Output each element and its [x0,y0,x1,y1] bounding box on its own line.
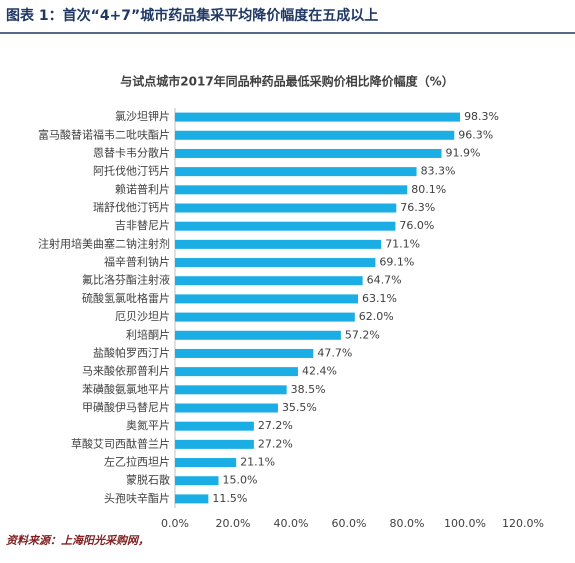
bar [175,385,287,395]
value-label: 38.5% [291,383,326,396]
y-tick-label: 赖诺普利片 [115,182,170,196]
x-tick-label: 120.0% [502,517,544,530]
value-label: 76.0% [399,219,434,232]
bar [175,130,455,140]
value-label: 57.2% [345,328,380,341]
value-label: 27.2% [258,419,293,432]
bar [175,148,442,158]
x-tick-label: 60.0% [332,517,367,530]
value-label: 27.2% [258,437,293,450]
value-label: 69.1% [379,256,414,269]
y-tick-label: 阿托伐他汀钙片 [93,164,170,178]
bar [175,203,397,213]
bar [175,167,417,177]
bar [175,421,254,431]
x-tick-label: 20.0% [216,517,251,530]
y-tick-label: 甲磺酸伊马替尼片 [82,400,170,414]
figure-title: 图表 1：首次“4+7”城市药品集采平均降价幅度在五成以上 [6,7,378,24]
value-label: 42.4% [302,365,337,378]
y-tick-label: 厄贝沙坦片 [115,309,170,323]
y-tick-label: 氯沙坦钾片 [115,109,170,123]
source-note: 资料来源：上海阳光采购网， [6,534,149,547]
bar [175,367,298,377]
bar [175,348,314,358]
y-tick-label: 草酸艾司西酞普兰片 [71,436,170,450]
y-tick-label: 盐酸帕罗西汀片 [93,345,170,359]
y-tick-label: 福辛普利钠片 [104,255,170,269]
bar [175,476,219,486]
y-tick-label: 头孢呋辛酯片 [104,491,170,505]
value-label: 98.3% [464,110,499,123]
bar [175,112,461,122]
bar [175,294,358,304]
bar [175,330,341,340]
value-label: 47.7% [317,346,352,359]
bar [175,494,209,504]
y-tick-label: 富马酸替诺福韦二吡呋酯片 [38,127,170,141]
y-tick-label: 恩替卡韦分散片 [93,145,170,159]
value-label: 91.9% [446,146,481,159]
bar [175,439,254,449]
y-tick-label: 马来酸依那普利片 [82,364,170,378]
y-tick-label: 氟比洛芬酯注射液 [82,273,170,287]
value-label: 35.5% [282,401,317,414]
value-label: 76.3% [400,201,435,214]
y-tick-label: 蒙脱石散 [126,473,170,487]
value-label: 96.3% [458,128,493,141]
value-label: 62.0% [359,310,394,323]
y-tick-label: 硫酸氢氯吡格雷片 [82,291,170,305]
value-label: 71.1% [385,237,420,250]
value-label: 80.1% [411,183,446,196]
value-label: 15.0% [223,474,258,487]
y-tick-label: 吉非替尼片 [115,218,170,232]
chart-title: 与试点城市2017年同品种药品最低采购价相比降价幅度（%） [120,74,453,89]
bar [175,403,278,413]
x-tick-label: 100.0% [444,517,486,530]
x-tick-label: 80.0% [390,517,425,530]
y-tick-label: 瑞舒伐他汀钙片 [93,200,170,214]
value-label: 64.7% [367,274,402,287]
bar [175,458,237,468]
y-tick-label: 左乙拉西坦片 [104,455,170,469]
bar [175,258,376,268]
x-tick-label: 0.0% [161,517,189,530]
y-tick-label: 利培酮片 [126,327,170,341]
value-label: 11.5% [212,492,247,505]
value-label: 83.3% [421,165,456,178]
value-label: 63.1% [362,292,397,305]
x-tick-label: 40.0% [274,517,309,530]
y-tick-label: 苯磺酸氨氯地平片 [82,382,170,396]
y-tick-label: 奥氮平片 [126,418,170,432]
y-tick-label: 注射用培美曲塞二钠注射剂 [38,236,170,250]
value-label: 21.1% [240,456,275,469]
bar [175,221,396,231]
bar [175,239,382,249]
bar [175,185,408,195]
bar [175,312,355,322]
bar [175,276,363,286]
